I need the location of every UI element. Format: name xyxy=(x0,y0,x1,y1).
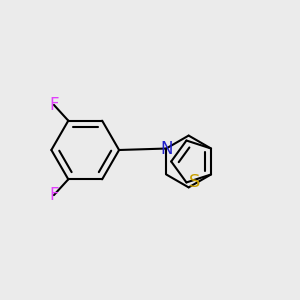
Text: F: F xyxy=(50,186,59,204)
Text: N: N xyxy=(160,140,172,158)
Text: S: S xyxy=(189,173,200,191)
Text: F: F xyxy=(50,96,59,114)
